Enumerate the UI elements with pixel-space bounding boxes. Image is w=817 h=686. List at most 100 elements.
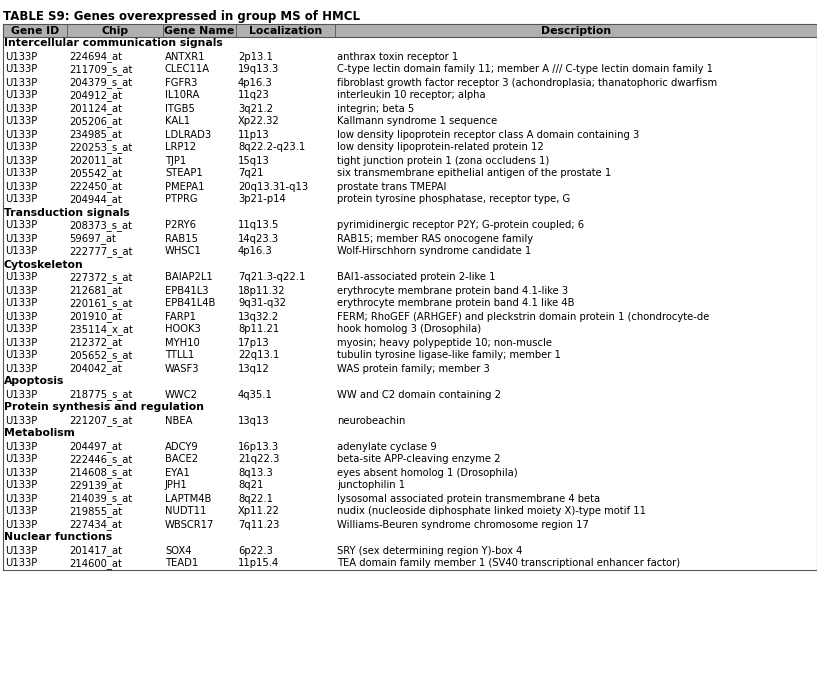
- Text: U133P: U133P: [5, 442, 38, 451]
- Text: RAB15: RAB15: [165, 233, 198, 244]
- Text: EYA1: EYA1: [165, 467, 190, 477]
- Text: fibroblast growth factor receptor 3 (achondroplasia; thanatophoric dwarfism: fibroblast growth factor receptor 3 (ach…: [337, 78, 717, 88]
- Text: U133P: U133P: [5, 143, 38, 152]
- Text: U133P: U133P: [5, 285, 38, 296]
- Text: PMEPA1: PMEPA1: [165, 182, 204, 191]
- Text: TTLL1: TTLL1: [165, 351, 194, 361]
- Text: 222777_s_at: 222777_s_at: [69, 246, 132, 257]
- Text: U133P: U133P: [5, 324, 38, 335]
- Text: FGFR3: FGFR3: [165, 78, 198, 88]
- Text: Xp11.22: Xp11.22: [238, 506, 280, 517]
- Text: myosin; heavy polypeptide 10; non-muscle: myosin; heavy polypeptide 10; non-muscle: [337, 338, 552, 348]
- Text: 7q21.3-q22.1: 7q21.3-q22.1: [238, 272, 306, 283]
- Text: Metabolism: Metabolism: [4, 429, 75, 438]
- Text: beta-site APP-cleaving enzyme 2: beta-site APP-cleaving enzyme 2: [337, 455, 501, 464]
- Text: KAL1: KAL1: [165, 117, 190, 126]
- Text: ADCY9: ADCY9: [165, 442, 199, 451]
- Text: tight junction protein 1 (zona occludens 1): tight junction protein 1 (zona occludens…: [337, 156, 549, 165]
- Text: erythrocyte membrane protein band 4.1 like 4B: erythrocyte membrane protein band 4.1 li…: [337, 298, 574, 309]
- Text: Localization: Localization: [249, 25, 322, 36]
- Text: Nuclear functions: Nuclear functions: [4, 532, 112, 543]
- Text: 9q31-q32: 9q31-q32: [238, 298, 286, 309]
- Text: six transmembrane epithelial antigen of the prostate 1: six transmembrane epithelial antigen of …: [337, 169, 611, 178]
- Text: NUDT11: NUDT11: [165, 506, 207, 517]
- Text: TEAD1: TEAD1: [165, 558, 199, 569]
- Text: MYH10: MYH10: [165, 338, 199, 348]
- Text: 13q12: 13q12: [238, 364, 270, 373]
- Text: U133P: U133P: [5, 220, 38, 230]
- Text: erythrocyte membrane protein band 4.1-like 3: erythrocyte membrane protein band 4.1-li…: [337, 285, 568, 296]
- Text: U133P: U133P: [5, 390, 38, 399]
- Text: U133P: U133P: [5, 104, 38, 113]
- Text: 229139_at: 229139_at: [69, 480, 122, 491]
- Text: 22q13.1: 22q13.1: [238, 351, 279, 361]
- Text: 16p13.3: 16p13.3: [238, 442, 279, 451]
- Text: WAS protein family; member 3: WAS protein family; member 3: [337, 364, 489, 373]
- Text: 11p13: 11p13: [238, 130, 270, 139]
- Text: 11q23: 11q23: [238, 91, 270, 101]
- Text: 205206_at: 205206_at: [69, 116, 122, 127]
- Text: CLEC11A: CLEC11A: [165, 64, 210, 75]
- Text: 8q13.3: 8q13.3: [238, 467, 273, 477]
- Text: HOOK3: HOOK3: [165, 324, 201, 335]
- Text: U133P: U133P: [5, 156, 38, 165]
- Text: STEAP1: STEAP1: [165, 169, 203, 178]
- Text: Protein synthesis and regulation: Protein synthesis and regulation: [4, 403, 204, 412]
- Text: U133P: U133P: [5, 117, 38, 126]
- Text: 204497_at: 204497_at: [69, 441, 122, 452]
- Text: protein tyrosine phosphatase, receptor type, G: protein tyrosine phosphatase, receptor t…: [337, 195, 570, 204]
- Text: 218775_s_at: 218775_s_at: [69, 389, 132, 400]
- Text: adenylate cyclase 9: adenylate cyclase 9: [337, 442, 437, 451]
- Text: U133P: U133P: [5, 195, 38, 204]
- Text: LRP12: LRP12: [165, 143, 196, 152]
- Text: 224694_at: 224694_at: [69, 51, 122, 62]
- Text: TEA domain family member 1 (SV40 transcriptional enhancer factor): TEA domain family member 1 (SV40 transcr…: [337, 558, 680, 569]
- Text: U133P: U133P: [5, 506, 38, 517]
- Text: U133P: U133P: [5, 455, 38, 464]
- Text: U133P: U133P: [5, 272, 38, 283]
- Text: JPH1: JPH1: [165, 480, 188, 490]
- Text: 214039_s_at: 214039_s_at: [69, 493, 132, 504]
- Text: Gene Name: Gene Name: [164, 25, 234, 36]
- Text: FERM; RhoGEF (ARHGEF) and pleckstrin domain protein 1 (chondrocyte-de: FERM; RhoGEF (ARHGEF) and pleckstrin dom…: [337, 311, 709, 322]
- Text: WW and C2 domain containing 2: WW and C2 domain containing 2: [337, 390, 501, 399]
- Text: 222446_s_at: 222446_s_at: [69, 454, 132, 465]
- Text: EPB41L3: EPB41L3: [165, 285, 208, 296]
- Text: 220161_s_at: 220161_s_at: [69, 298, 132, 309]
- Text: Cytoskeleton: Cytoskeleton: [4, 259, 84, 270]
- Text: Description: Description: [541, 25, 611, 36]
- Text: eyes absent homolog 1 (Drosophila): eyes absent homolog 1 (Drosophila): [337, 467, 518, 477]
- Text: 201124_at: 201124_at: [69, 103, 122, 114]
- Text: U133P: U133P: [5, 545, 38, 556]
- Text: low density lipoprotein-related protein 12: low density lipoprotein-related protein …: [337, 143, 544, 152]
- Text: 219855_at: 219855_at: [69, 506, 122, 517]
- Text: U133P: U133P: [5, 169, 38, 178]
- Text: U133P: U133P: [5, 182, 38, 191]
- Text: low density lipoprotein receptor class A domain containing 3: low density lipoprotein receptor class A…: [337, 130, 639, 139]
- Text: 59697_at: 59697_at: [69, 233, 116, 244]
- Text: 14q23.3: 14q23.3: [238, 233, 279, 244]
- Text: 11q13.5: 11q13.5: [238, 220, 279, 230]
- Text: U133P: U133P: [5, 351, 38, 361]
- Text: Gene ID: Gene ID: [11, 25, 59, 36]
- Text: interleukin 10 receptor; alpha: interleukin 10 receptor; alpha: [337, 91, 485, 101]
- Text: Williams-Beuren syndrome chromosome region 17: Williams-Beuren syndrome chromosome regi…: [337, 519, 589, 530]
- Text: U133P: U133P: [5, 416, 38, 425]
- Text: prostate trans TMEPAI: prostate trans TMEPAI: [337, 182, 446, 191]
- Text: FARP1: FARP1: [165, 311, 196, 322]
- Text: 3q21.2: 3q21.2: [238, 104, 273, 113]
- Text: Chip: Chip: [101, 25, 128, 36]
- Text: 220253_s_at: 220253_s_at: [69, 142, 132, 153]
- Text: nudix (nucleoside diphosphate linked moiety X)-type motif 11: nudix (nucleoside diphosphate linked moi…: [337, 506, 646, 517]
- Text: LAPTM4B: LAPTM4B: [165, 493, 212, 504]
- Text: 8q21: 8q21: [238, 480, 263, 490]
- Text: 20q13.31-q13: 20q13.31-q13: [238, 182, 308, 191]
- Text: WWC2: WWC2: [165, 390, 198, 399]
- Text: 7q11.23: 7q11.23: [238, 519, 279, 530]
- Text: EPB41L4B: EPB41L4B: [165, 298, 216, 309]
- Text: 17p13: 17p13: [238, 338, 270, 348]
- Text: lysosomal associated protein transmembrane 4 beta: lysosomal associated protein transmembra…: [337, 493, 600, 504]
- Text: LDLRAD3: LDLRAD3: [165, 130, 211, 139]
- Text: 2p13.1: 2p13.1: [238, 51, 273, 62]
- Text: 212372_at: 212372_at: [69, 337, 122, 348]
